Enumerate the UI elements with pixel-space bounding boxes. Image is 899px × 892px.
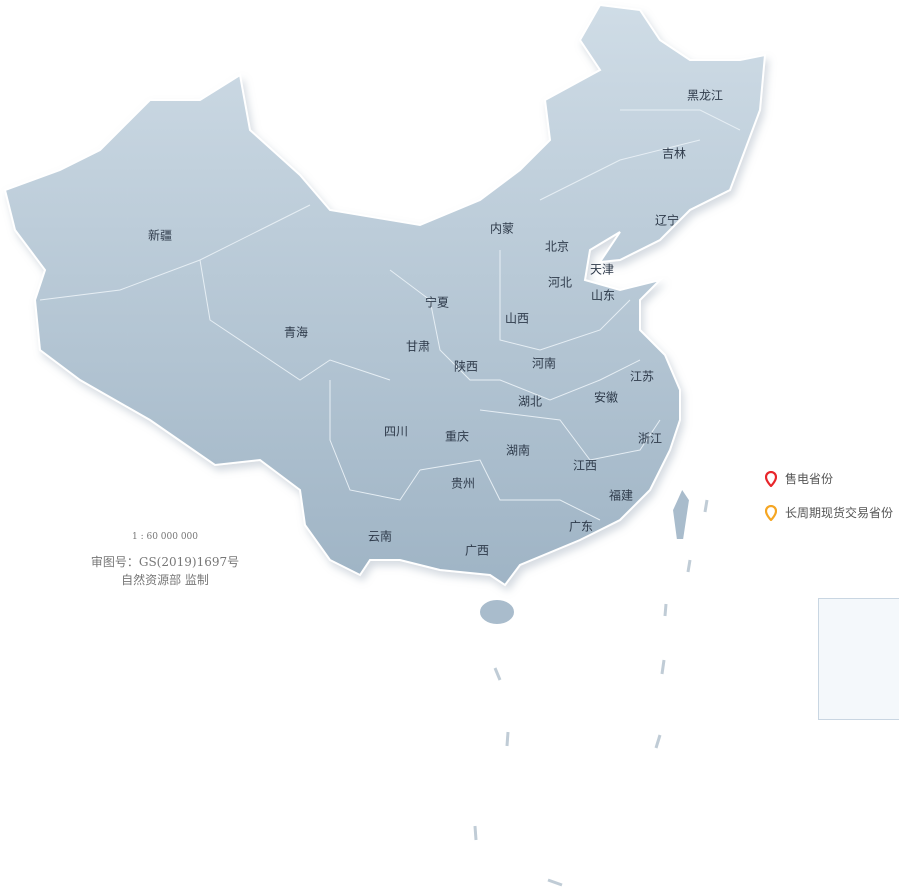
province-label: 内蒙	[489, 221, 515, 236]
nine-dash-line	[473, 499, 709, 887]
province-label: 广东	[568, 519, 594, 534]
province-label: 北京	[544, 239, 570, 254]
province-label: 广西	[464, 543, 490, 558]
legend-label: 售电省份	[785, 472, 834, 486]
province-label: 重庆	[444, 429, 470, 444]
taiwan	[670, 485, 692, 541]
map-pin-icon	[765, 504, 777, 521]
province-label: 浙江	[637, 431, 663, 446]
province-label: 福建	[608, 488, 634, 503]
legend-item-sales: 售电省份	[765, 470, 833, 487]
publisher: 自然资源部 监制	[121, 573, 209, 587]
province-borders	[39, 109, 741, 521]
province-label: 吉林	[661, 146, 687, 161]
province-label: 河南	[531, 356, 557, 371]
approval-number: 审图号：GS(2019)1697号	[90, 555, 240, 569]
province-label: 天津	[589, 262, 615, 277]
province-label: 云南	[367, 529, 393, 544]
mainland-outline	[3, 3, 767, 587]
province-label: 陕西	[453, 359, 479, 374]
province-label: 四川	[383, 424, 409, 439]
province-label: 宁夏	[424, 295, 450, 310]
map-pin-icon	[765, 470, 777, 487]
south-china-sea-inset	[818, 598, 899, 720]
province-label: 河北	[547, 275, 573, 290]
province-label: 黑龙江	[686, 88, 724, 103]
province-label: 新疆	[147, 228, 173, 243]
legend-label: 长周期现货交易省份	[785, 506, 894, 520]
province-label: 山西	[504, 311, 530, 326]
province-label: 湖北	[517, 394, 543, 409]
province-label: 江西	[572, 458, 598, 473]
province-label: 山东	[590, 288, 616, 303]
province-label: 青海	[283, 325, 309, 340]
legend-item-spot: 长周期现货交易省份	[765, 504, 893, 521]
map-scale: 1 : 60 000 000	[131, 532, 198, 542]
province-label: 贵州	[450, 476, 476, 491]
province-label: 甘肃	[405, 339, 431, 354]
province-label: 辽宁	[654, 213, 680, 228]
province-label: 湖南	[505, 443, 531, 458]
province-label: 安徽	[593, 390, 619, 405]
hainan	[478, 598, 516, 626]
province-label: 江苏	[629, 369, 655, 384]
